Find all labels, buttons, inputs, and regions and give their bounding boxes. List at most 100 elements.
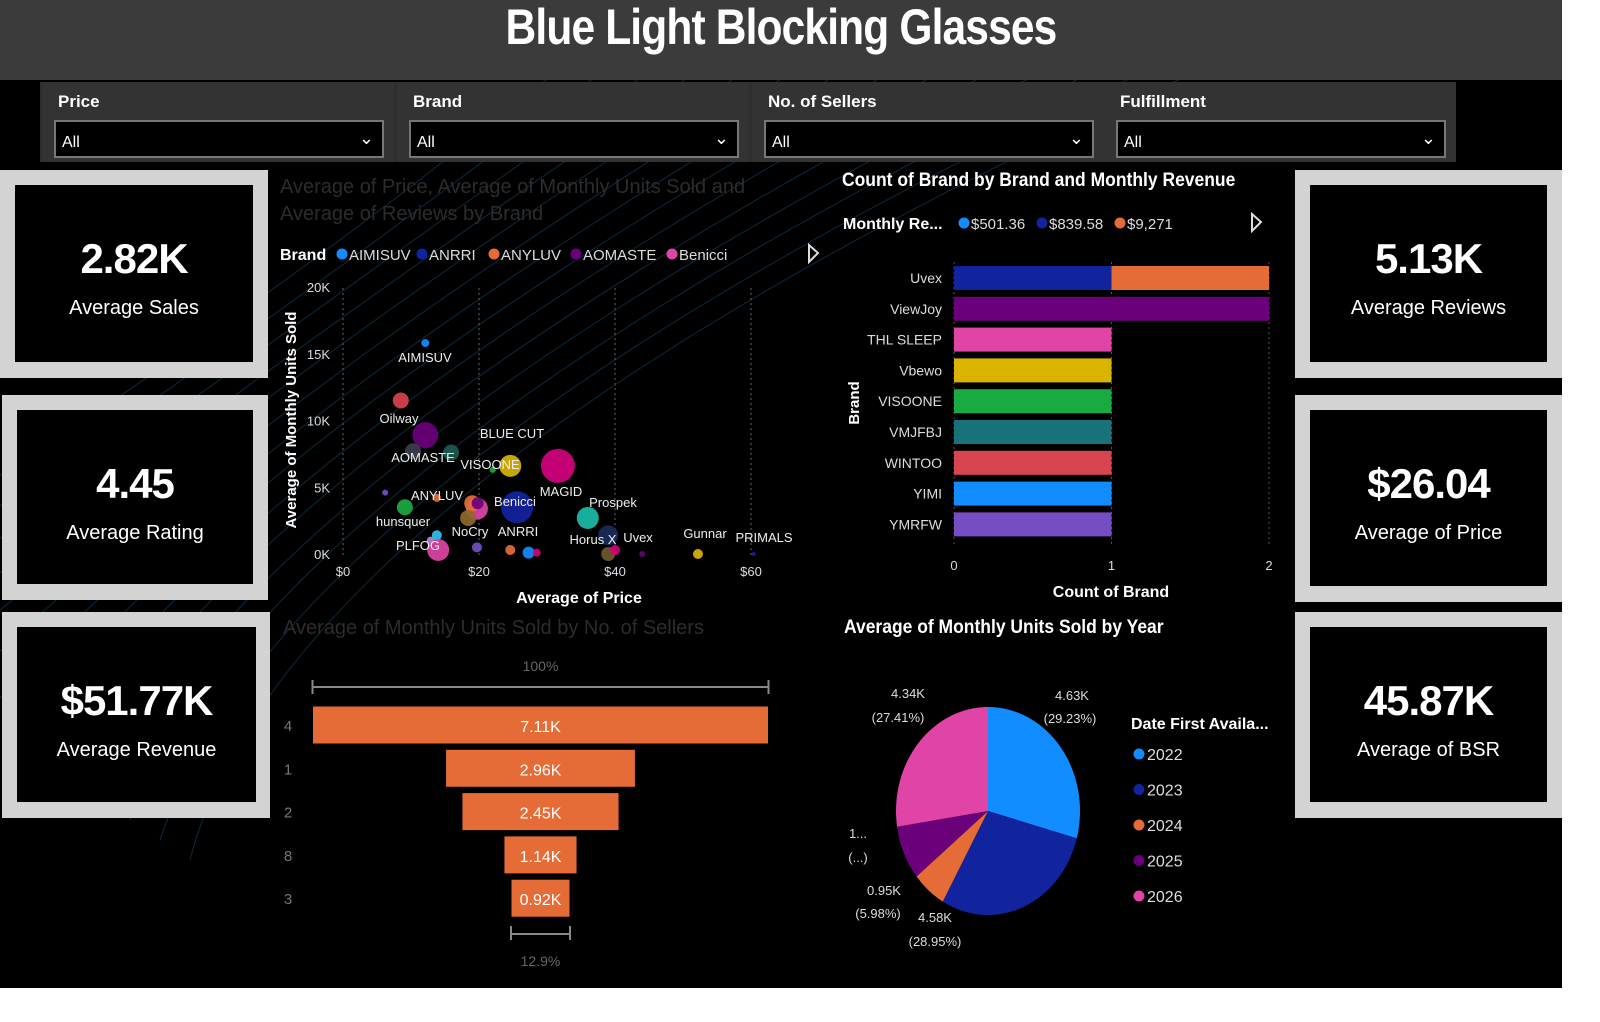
scatter-point[interactable]	[392, 392, 409, 409]
pie-slice[interactable]	[988, 707, 1081, 839]
bar-segment[interactable]	[954, 481, 1112, 506]
scatter-point[interactable]	[639, 551, 646, 557]
scatter-point[interactable]	[522, 546, 535, 559]
bar-segment[interactable]	[954, 296, 1269, 321]
dropdown-value: All	[772, 134, 790, 151]
scatter-point[interactable]	[610, 544, 620, 555]
kpi-label: Average Revenue	[56, 739, 217, 761]
legend-next-icon[interactable]	[808, 242, 820, 265]
slicer-brand: Brand All ⌄	[397, 82, 749, 162]
bar-segment[interactable]	[954, 266, 1112, 290]
pie-slice[interactable]	[895, 707, 988, 827]
kpi-average-rating[interactable]: 4.45 Average Rating	[2, 395, 268, 600]
kpi-average-revenue[interactable]: $51.77K Average Revenue	[2, 612, 270, 818]
funnel-bar[interactable]	[461, 792, 620, 832]
funnel-data-label: 1.14K	[520, 849, 562, 866]
slice-percent-label: (5.98%)	[855, 906, 901, 921]
scatter-point[interactable]	[443, 444, 460, 461]
kpi-value: 4.45	[96, 460, 175, 507]
kpi-average-bsr[interactable]: 45.87K Average of BSR	[1295, 612, 1562, 818]
kpi-average-reviews[interactable]: 5.13K Average Reviews	[1295, 170, 1562, 378]
scatter-point[interactable]	[471, 542, 482, 553]
kpi-average-sales[interactable]: 2.82K Average Sales	[0, 170, 268, 378]
bar-segment[interactable]	[954, 389, 1112, 414]
funnel-bar[interactable]	[503, 835, 578, 875]
legend-marker	[1133, 784, 1145, 795]
point-label: MAGID	[540, 484, 583, 499]
scatter-point[interactable]	[460, 509, 477, 526]
scatter-point[interactable]	[412, 422, 439, 449]
brand-dropdown[interactable]: All ⌄	[409, 120, 739, 158]
pie-slice[interactable]	[942, 811, 1077, 915]
funnel-bar[interactable]	[445, 748, 636, 788]
scatter-point[interactable]	[505, 544, 516, 555]
point-label: hunsquer	[376, 514, 431, 529]
category-label: YIMI	[913, 486, 942, 502]
category-label: ViewJoy	[890, 301, 942, 317]
scatter-point[interactable]	[427, 538, 450, 561]
scatter-point[interactable]	[540, 448, 575, 483]
point-label: AOMASTE	[391, 450, 455, 465]
legend-marker	[416, 248, 428, 260]
funnel-category-label: 1	[284, 761, 292, 778]
dropdown-value: All	[1124, 134, 1142, 151]
kpi-average-price[interactable]: $26.04 Average of Price	[1295, 395, 1562, 602]
point-label: Uvex	[623, 530, 653, 545]
scatter-point[interactable]	[501, 491, 534, 524]
x-axis-title: Average of Price	[516, 590, 642, 607]
price-dropdown[interactable]: All ⌄	[54, 120, 384, 158]
y-axis-title: Average of Monthly Units Sold	[283, 312, 300, 529]
legend-title: Monthly Re...	[843, 216, 943, 233]
legend-next-icon[interactable]	[1251, 211, 1263, 234]
pie-slice[interactable]	[916, 811, 988, 902]
scatter-point[interactable]	[382, 489, 389, 496]
legend-item: ANYLUV	[501, 247, 561, 264]
bar-segment[interactable]	[1111, 266, 1270, 290]
scatter-point[interactable]	[405, 443, 422, 460]
funnel-bar[interactable]	[510, 878, 571, 918]
x-tick-label: $0	[336, 564, 350, 579]
scatter-point[interactable]	[576, 506, 599, 529]
slicer-fulfillment: Fulfillment All ⌄	[1104, 82, 1456, 162]
x-tick-label: $20	[468, 564, 490, 579]
category-label: VMJFBJ	[889, 424, 942, 440]
bar-segment[interactable]	[954, 450, 1112, 475]
y-tick-label: 15K	[307, 347, 330, 362]
kpi-value: $51.77K	[60, 677, 214, 724]
scatter-point[interactable]	[692, 549, 703, 559]
fulfillment-dropdown[interactable]: All ⌄	[1116, 120, 1446, 158]
bar-segment[interactable]	[954, 512, 1112, 537]
bar-segment[interactable]	[954, 420, 1112, 444]
scatter-point[interactable]	[489, 466, 496, 473]
scatter-point[interactable]	[499, 454, 522, 477]
scatter-point[interactable]	[598, 525, 619, 546]
point-label: NoCry	[452, 524, 489, 539]
slicer-label: Price	[58, 92, 100, 111]
scatter-point[interactable]	[396, 499, 413, 516]
legend-item: 2023	[1147, 783, 1183, 800]
bar-segment[interactable]	[954, 327, 1112, 352]
scatter-point[interactable]	[471, 497, 484, 510]
scatter-point[interactable]	[532, 548, 541, 557]
scatter-point[interactable]	[751, 552, 756, 556]
scatter-point[interactable]	[431, 530, 442, 541]
point-label: PLFOG	[396, 538, 440, 553]
kpi-value: 5.13K	[1374, 235, 1483, 282]
scatter-point[interactable]	[432, 493, 441, 502]
category-label: Vbewo	[899, 362, 942, 378]
chevron-down-icon: ⌄	[358, 128, 374, 148]
funnel-category-label: 8	[284, 848, 292, 865]
kpi-label: Average of BSR	[1356, 739, 1501, 761]
pie-slice[interactable]	[897, 811, 988, 877]
bar-segment[interactable]	[954, 358, 1112, 383]
scatter-point[interactable]	[421, 339, 430, 348]
charts-layer: $0 $20 $40 $60 0K 5K 10K 15K 20K Average of Price…	[280, 211, 1273, 969]
legend-item: $501.36	[971, 216, 1025, 233]
funnel-bar[interactable]	[312, 705, 769, 745]
legend-item: 2022	[1147, 747, 1183, 764]
category-label: THL SLEEP	[867, 332, 942, 348]
slice-percent-label: (28.95%)	[909, 934, 962, 949]
legend-item: 2024	[1147, 818, 1183, 835]
sellers-dropdown[interactable]: All ⌄	[764, 120, 1094, 158]
point-label: Gunnar	[683, 526, 727, 541]
